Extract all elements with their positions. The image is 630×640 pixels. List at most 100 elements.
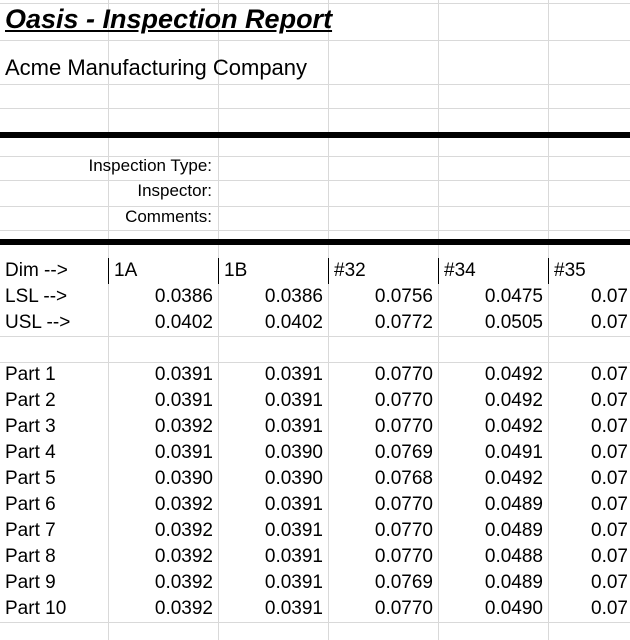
lsl-label: LSL --> <box>5 286 68 307</box>
part-label: Part 2 <box>5 390 56 411</box>
gridline <box>0 84 630 85</box>
column-border <box>218 258 219 284</box>
part-value: 0.0392 <box>154 546 213 567</box>
gridline <box>0 180 630 181</box>
gridline <box>218 0 219 640</box>
part-value: 0.0390 <box>154 468 213 489</box>
part-value: 0.0391 <box>264 572 323 593</box>
part-label: Part 1 <box>5 364 56 385</box>
part-value: 0.0391 <box>264 598 323 619</box>
part-value: 0.0392 <box>154 572 213 593</box>
part-value: 0.07 <box>591 468 628 489</box>
part-value: 0.0392 <box>154 598 213 619</box>
column-border <box>548 258 549 284</box>
part-label: Part 7 <box>5 520 56 541</box>
gridline <box>0 206 630 207</box>
part-value: 0.0769 <box>374 572 433 593</box>
column-header: #35 <box>554 260 586 281</box>
part-value: 0.0391 <box>154 364 213 385</box>
part-value: 0.0392 <box>154 416 213 437</box>
part-value: 0.0769 <box>374 442 433 463</box>
gridline <box>0 40 630 41</box>
gridline <box>0 156 630 157</box>
usl-value: 0.0772 <box>374 312 433 333</box>
column-border <box>108 258 109 284</box>
part-value: 0.0770 <box>374 390 433 411</box>
part-value: 0.0770 <box>374 364 433 385</box>
column-header: #34 <box>444 260 476 281</box>
lsl-value: 0.0756 <box>374 286 433 307</box>
usl-label: USL --> <box>5 312 71 333</box>
part-value: 0.0392 <box>154 494 213 515</box>
part-value: 0.07 <box>591 416 628 437</box>
part-label: Part 10 <box>5 598 67 619</box>
part-value: 0.0489 <box>484 494 543 515</box>
part-value: 0.0391 <box>264 416 323 437</box>
part-value: 0.07 <box>591 494 628 515</box>
gridline <box>0 336 630 337</box>
part-value: 0.0489 <box>484 520 543 541</box>
part-value: 0.0391 <box>154 442 213 463</box>
gridline <box>328 0 329 640</box>
part-label: Part 6 <box>5 494 56 515</box>
part-value: 0.0392 <box>154 520 213 541</box>
usl-value: 0.0402 <box>154 312 213 333</box>
usl-value: 0.0505 <box>484 312 543 333</box>
part-value: 0.0391 <box>264 546 323 567</box>
part-value: 0.07 <box>591 364 628 385</box>
gridline <box>548 0 549 640</box>
part-value: 0.07 <box>591 546 628 567</box>
part-value: 0.0488 <box>484 546 543 567</box>
part-value: 0.0492 <box>484 390 543 411</box>
gridline <box>438 0 439 640</box>
section-divider <box>0 239 630 245</box>
part-value: 0.0390 <box>264 468 323 489</box>
part-label: Part 5 <box>5 468 56 489</box>
part-value: 0.07 <box>591 520 628 541</box>
part-value: 0.0491 <box>484 442 543 463</box>
part-value: 0.0391 <box>264 364 323 385</box>
part-value: 0.0492 <box>484 468 543 489</box>
gridline <box>108 0 109 640</box>
usl-value: 0.0402 <box>264 312 323 333</box>
part-value: 0.0770 <box>374 520 433 541</box>
part-value: 0.0489 <box>484 572 543 593</box>
column-header: 1A <box>114 260 138 281</box>
part-value: 0.0492 <box>484 364 543 385</box>
part-value: 0.0391 <box>264 390 323 411</box>
part-value: 0.0770 <box>374 546 433 567</box>
part-value: 0.0490 <box>484 598 543 619</box>
part-value: 0.0391 <box>154 390 213 411</box>
part-value: 0.0390 <box>264 442 323 463</box>
part-value: 0.07 <box>591 442 628 463</box>
column-border <box>328 258 329 284</box>
column-header: #32 <box>334 260 366 281</box>
part-value: 0.07 <box>591 572 628 593</box>
part-value: 0.0770 <box>374 598 433 619</box>
gridline <box>0 230 630 231</box>
part-value: 0.0770 <box>374 494 433 515</box>
gridline <box>0 3 630 4</box>
part-label: Part 9 <box>5 572 56 593</box>
gridline <box>0 362 630 363</box>
gridline <box>0 622 630 623</box>
report-title: Oasis - Inspection Report <box>5 4 333 34</box>
comments-label: Comments: <box>125 207 212 226</box>
inspection-type-label: Inspection Type: <box>88 156 213 175</box>
lsl-value: 0.0386 <box>154 286 213 307</box>
usl-value: 0.07 <box>591 312 628 333</box>
part-value: 0.0391 <box>264 520 323 541</box>
lsl-value: 0.0386 <box>264 286 323 307</box>
section-divider <box>0 132 630 138</box>
dim-label: Dim --> <box>5 260 68 281</box>
part-label: Part 3 <box>5 416 56 437</box>
inspector-label: Inspector: <box>137 181 212 200</box>
part-value: 0.07 <box>591 598 628 619</box>
lsl-value: 0.0475 <box>484 286 543 307</box>
company-name: Acme Manufacturing Company <box>5 55 308 80</box>
part-value: 0.0492 <box>484 416 543 437</box>
part-value: 0.07 <box>591 390 628 411</box>
lsl-value: 0.07 <box>591 286 628 307</box>
part-label: Part 8 <box>5 546 56 567</box>
